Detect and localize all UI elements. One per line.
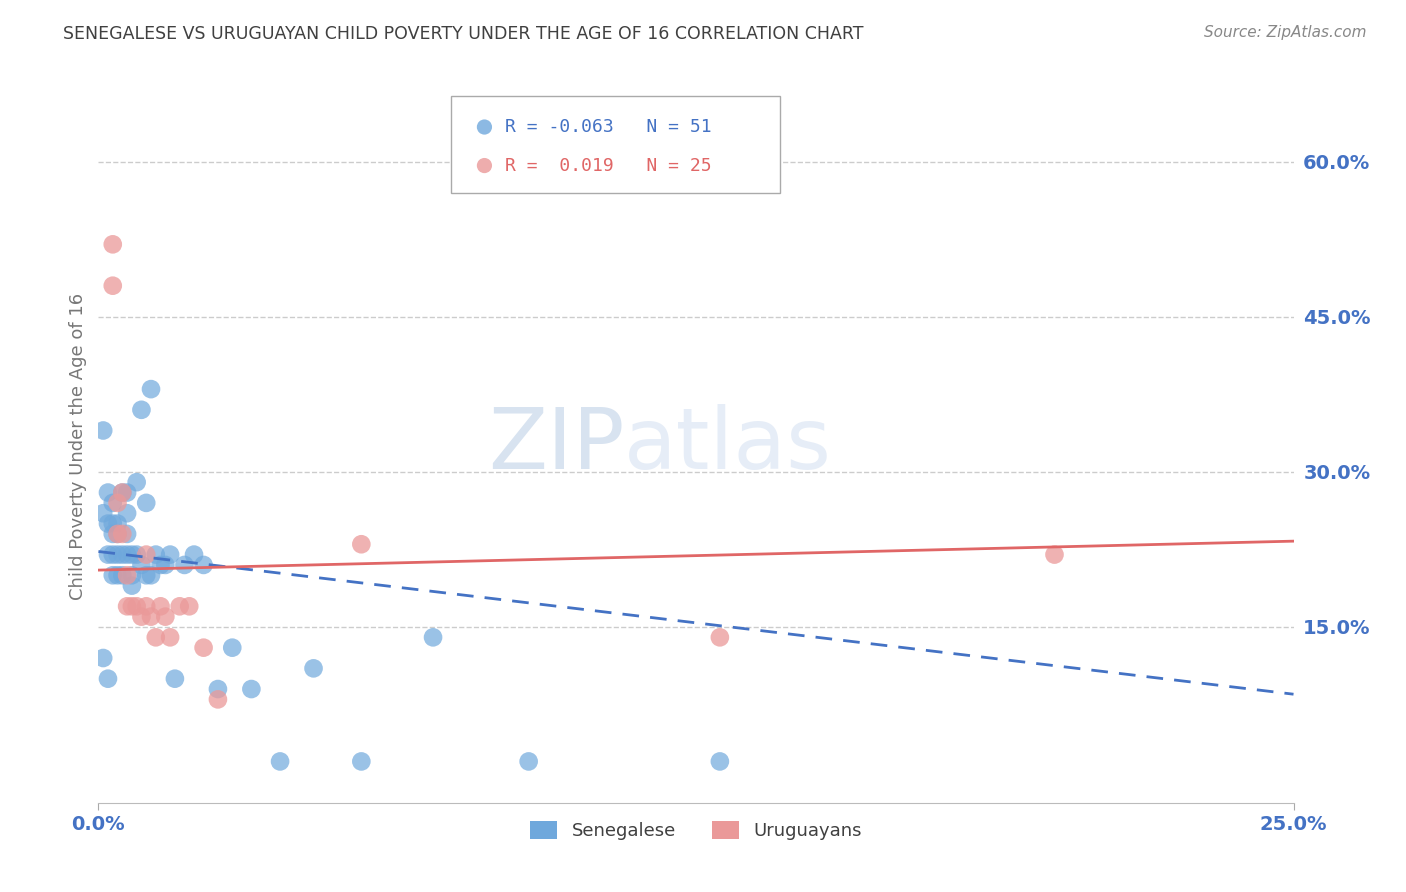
Point <box>107 568 129 582</box>
Point <box>135 568 157 582</box>
Point <box>115 548 138 562</box>
Point <box>91 506 114 520</box>
Point <box>173 558 195 572</box>
Point <box>91 651 114 665</box>
Point <box>111 527 134 541</box>
Point <box>111 485 134 500</box>
Point <box>159 548 181 562</box>
FancyBboxPatch shape <box>451 96 780 193</box>
Point <box>101 516 124 531</box>
Point <box>159 630 181 644</box>
Point <box>91 424 114 438</box>
Point <box>115 527 138 541</box>
Point <box>149 558 172 572</box>
Point <box>139 382 162 396</box>
Point <box>207 692 229 706</box>
Point <box>179 599 201 614</box>
Point <box>139 568 162 582</box>
Text: atlas: atlas <box>624 404 832 488</box>
Point <box>115 485 138 500</box>
Point <box>107 527 129 541</box>
Point <box>193 558 215 572</box>
Point <box>107 527 129 541</box>
Point <box>101 237 124 252</box>
Point <box>221 640 243 655</box>
Point <box>125 475 148 490</box>
Point <box>149 599 172 614</box>
Point <box>135 496 157 510</box>
Point <box>139 609 162 624</box>
Point <box>115 568 138 582</box>
Point <box>131 609 153 624</box>
Text: SENEGALESE VS URUGUAYAN CHILD POVERTY UNDER THE AGE OF 16 CORRELATION CHART: SENEGALESE VS URUGUAYAN CHILD POVERTY UN… <box>63 25 863 43</box>
Point <box>517 755 540 769</box>
Point <box>422 630 444 644</box>
Point <box>183 548 205 562</box>
Point <box>163 672 186 686</box>
Legend: Senegalese, Uruguayans: Senegalese, Uruguayans <box>523 814 869 847</box>
Point <box>302 661 325 675</box>
Point <box>121 568 143 582</box>
Point <box>125 548 148 562</box>
Point <box>97 672 120 686</box>
Point <box>111 485 134 500</box>
Point <box>131 402 153 417</box>
Point <box>107 516 129 531</box>
Text: Source: ZipAtlas.com: Source: ZipAtlas.com <box>1204 25 1367 40</box>
Point <box>135 599 157 614</box>
Point <box>135 548 157 562</box>
Point <box>709 630 731 644</box>
Point <box>155 558 177 572</box>
Point <box>107 548 129 562</box>
Point <box>115 599 138 614</box>
Point <box>169 599 191 614</box>
Point <box>101 278 124 293</box>
Point <box>350 755 373 769</box>
Text: ZIP: ZIP <box>488 404 624 488</box>
Point <box>111 548 134 562</box>
Text: R =  0.019   N = 25: R = 0.019 N = 25 <box>505 157 711 175</box>
Point <box>111 568 134 582</box>
Point <box>1043 548 1066 562</box>
Point <box>145 630 167 644</box>
Point <box>101 496 124 510</box>
Point <box>125 599 148 614</box>
Text: R = -0.063   N = 51: R = -0.063 N = 51 <box>505 118 711 136</box>
Point <box>350 537 373 551</box>
Point <box>269 755 291 769</box>
Point <box>121 579 143 593</box>
Point <box>131 558 153 572</box>
Point <box>101 548 124 562</box>
Point <box>121 548 143 562</box>
Point <box>97 548 120 562</box>
Point <box>155 609 177 624</box>
Point <box>101 568 124 582</box>
Point <box>115 506 138 520</box>
Point <box>107 496 129 510</box>
Point <box>193 640 215 655</box>
Point <box>240 681 263 696</box>
Point <box>709 755 731 769</box>
Point <box>97 516 120 531</box>
Point <box>97 485 120 500</box>
Y-axis label: Child Poverty Under the Age of 16: Child Poverty Under the Age of 16 <box>69 293 87 599</box>
Point <box>145 548 167 562</box>
Point <box>207 681 229 696</box>
Point <box>121 599 143 614</box>
Point <box>101 527 124 541</box>
